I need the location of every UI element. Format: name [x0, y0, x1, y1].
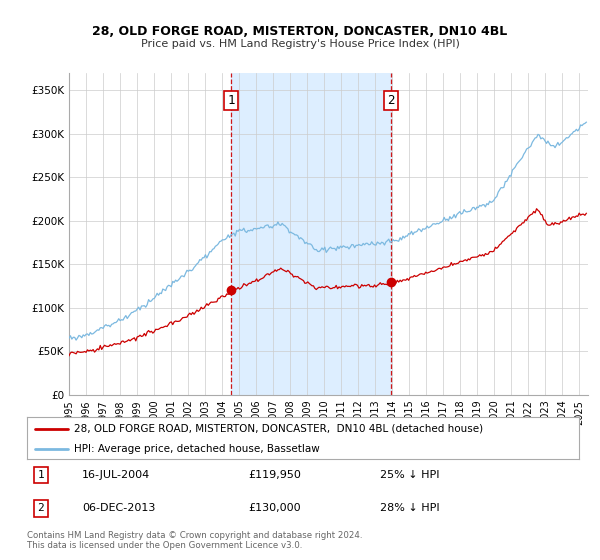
- Text: £119,950: £119,950: [248, 470, 301, 480]
- Text: 28, OLD FORGE ROAD, MISTERTON, DONCASTER, DN10 4BL: 28, OLD FORGE ROAD, MISTERTON, DONCASTER…: [92, 25, 508, 38]
- Text: 28, OLD FORGE ROAD, MISTERTON, DONCASTER,  DN10 4BL (detached house): 28, OLD FORGE ROAD, MISTERTON, DONCASTER…: [74, 424, 483, 434]
- Text: 28% ↓ HPI: 28% ↓ HPI: [380, 503, 440, 514]
- Text: 1: 1: [37, 470, 44, 480]
- Text: 2: 2: [387, 94, 395, 107]
- Text: £130,000: £130,000: [248, 503, 301, 514]
- Text: Price paid vs. HM Land Registry's House Price Index (HPI): Price paid vs. HM Land Registry's House …: [140, 39, 460, 49]
- Text: Contains HM Land Registry data © Crown copyright and database right 2024.
This d: Contains HM Land Registry data © Crown c…: [27, 531, 362, 550]
- Text: 16-JUL-2004: 16-JUL-2004: [82, 470, 151, 480]
- Text: 2: 2: [37, 503, 44, 514]
- Bar: [232, 73, 391, 395]
- Text: 06-DEC-2013: 06-DEC-2013: [82, 503, 155, 514]
- Text: 1: 1: [227, 94, 235, 107]
- Text: 25% ↓ HPI: 25% ↓ HPI: [380, 470, 440, 480]
- Text: HPI: Average price, detached house, Bassetlaw: HPI: Average price, detached house, Bass…: [74, 444, 320, 454]
